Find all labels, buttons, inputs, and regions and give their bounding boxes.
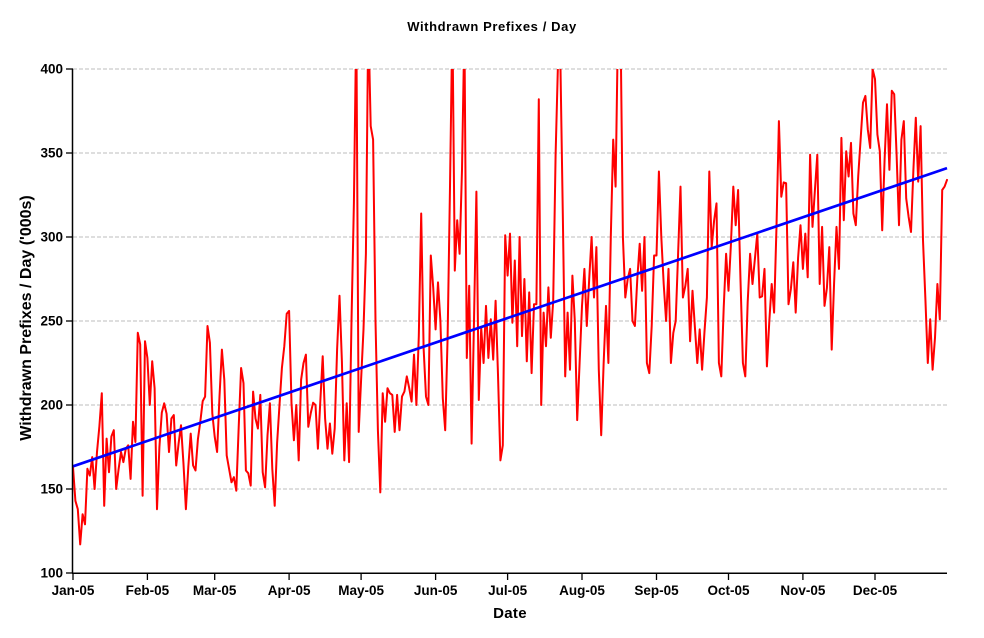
svg-text:150: 150 xyxy=(40,482,63,497)
svg-text:Jul-05: Jul-05 xyxy=(488,583,528,598)
svg-text:250: 250 xyxy=(40,314,63,329)
svg-text:Aug-05: Aug-05 xyxy=(559,583,605,598)
svg-text:Jan-05: Jan-05 xyxy=(52,583,95,598)
svg-text:300: 300 xyxy=(40,230,63,245)
svg-text:Feb-05: Feb-05 xyxy=(126,583,170,598)
svg-text:Withdrawn Prefixes / Day: Withdrawn Prefixes / Day xyxy=(407,19,577,34)
svg-text:Jun-05: Jun-05 xyxy=(414,583,458,598)
svg-text:May-05: May-05 xyxy=(338,583,384,598)
svg-text:Mar-05: Mar-05 xyxy=(193,583,237,598)
svg-text:Dec-05: Dec-05 xyxy=(853,583,898,598)
svg-text:Nov-05: Nov-05 xyxy=(780,583,826,598)
svg-text:Oct-05: Oct-05 xyxy=(707,583,750,598)
svg-text:Sep-05: Sep-05 xyxy=(634,583,679,598)
svg-text:Withdrawn Prefixes / Day ('000: Withdrawn Prefixes / Day ('000s) xyxy=(18,195,35,441)
svg-text:200: 200 xyxy=(40,398,63,413)
svg-text:350: 350 xyxy=(40,146,63,161)
svg-text:100: 100 xyxy=(40,566,63,581)
svg-text:400: 400 xyxy=(40,62,63,77)
svg-text:Apr-05: Apr-05 xyxy=(268,583,311,598)
svg-text:Date: Date xyxy=(493,605,527,622)
